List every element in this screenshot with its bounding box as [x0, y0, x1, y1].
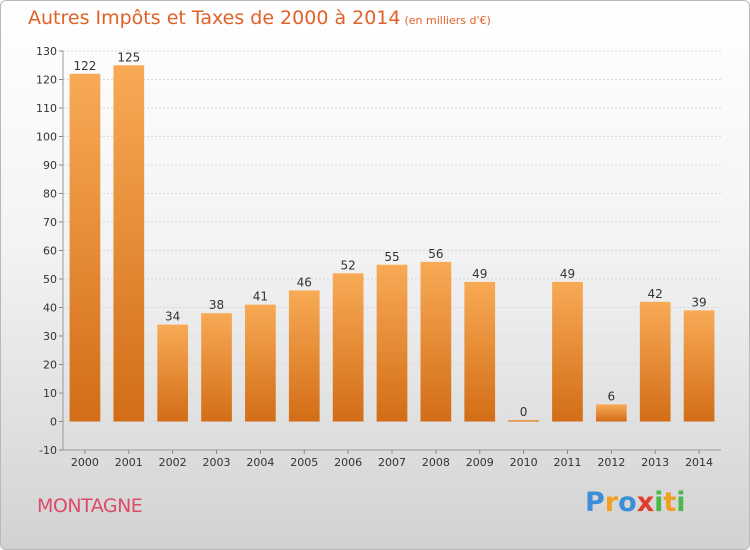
data-label: 38: [209, 298, 224, 312]
x-tick-label: 2011: [553, 456, 581, 469]
x-tick-label: 2013: [641, 456, 669, 469]
x-tick-label: 2014: [685, 456, 713, 469]
data-label: 46: [297, 275, 312, 289]
y-tick-label: 80: [43, 188, 57, 201]
y-tick-label: 90: [43, 159, 57, 172]
bar: [683, 310, 715, 422]
logo-letter: P: [585, 487, 605, 518]
chart-title: Autres Impôts et Taxes de 2000 à 2014 (en…: [28, 7, 491, 29]
data-label: 55: [384, 250, 399, 264]
y-tick-label: 130: [36, 45, 57, 58]
bar: [288, 290, 320, 422]
x-tick-label: 2008: [422, 456, 450, 469]
logo-letter: o: [618, 487, 637, 518]
bars: [69, 65, 715, 422]
bar: [69, 73, 101, 422]
data-label: 125: [117, 50, 140, 64]
y-tick-label: 50: [43, 273, 57, 286]
unit-label: (en milliers d'€): [404, 14, 491, 27]
logo-letter: t: [663, 487, 677, 518]
bar: [376, 264, 408, 422]
x-axis: 2000 2001 2002 2003 2004 2005 2006 2007 2008 2009…: [71, 450, 713, 469]
data-label: 56: [428, 247, 443, 261]
data-label: 122: [73, 59, 96, 73]
x-tick-label: 2006: [334, 456, 362, 469]
bar: [245, 304, 276, 422]
x-tick-label: 2005: [290, 456, 318, 469]
y-tick-label: 30: [43, 330, 57, 343]
x-tick-label: 2009: [466, 456, 494, 469]
y-tick-label: 10: [43, 387, 57, 400]
logo-letter: x: [636, 487, 655, 518]
y-tick-label: 110: [36, 102, 57, 115]
data-label: 6: [608, 389, 616, 403]
logo-letter: i: [676, 487, 686, 518]
y-tick-label: 60: [43, 245, 57, 258]
x-tick-label: 2002: [159, 456, 187, 469]
bar: [157, 324, 189, 422]
logo-letter: i: [654, 487, 664, 518]
y-tick-label: 120: [36, 74, 57, 87]
y-tick-label: 70: [43, 216, 57, 229]
x-tick-label: 2012: [597, 456, 625, 469]
bar: [113, 65, 145, 422]
axis-lines: [62, 51, 721, 451]
bar: [639, 301, 671, 422]
commune-name: MONTAGNE: [37, 495, 143, 517]
y-tick-label: 20: [43, 359, 57, 372]
data-label: 0: [520, 405, 528, 419]
x-tick-label: 2001: [115, 456, 143, 469]
y-tick-label: 40: [43, 302, 57, 315]
x-tick-label: 2007: [378, 456, 406, 469]
data-label: 39: [691, 295, 706, 309]
data-label: 34: [165, 310, 180, 324]
data-label: 42: [648, 287, 663, 301]
bar: [201, 313, 232, 422]
bar: [508, 420, 539, 422]
y-tick-label: 100: [36, 131, 57, 144]
logo-letter: r: [604, 487, 619, 518]
data-label: 49: [472, 267, 487, 281]
bar: [595, 404, 627, 422]
bar: [464, 281, 496, 422]
data-label: 52: [340, 258, 355, 272]
bar: [420, 261, 452, 422]
x-tick-label: 2000: [71, 456, 99, 469]
title-text: Autres Impôts et Taxes de 2000 à 2014: [28, 7, 401, 29]
proxiti-logo: Proxiti: [585, 487, 686, 518]
bar: [552, 281, 583, 422]
x-tick-label: 2010: [510, 456, 538, 469]
data-labels: 122 125 34 38 41 46 52 55 56 49 0 49 6 42 39: [73, 50, 706, 419]
x-tick-label: 2003: [203, 456, 231, 469]
data-label: 41: [253, 290, 268, 304]
y-tick-label: 0: [50, 416, 57, 429]
x-tick-label: 2004: [246, 456, 274, 469]
y-tick-label: -10: [39, 444, 57, 457]
data-label: 49: [560, 267, 575, 281]
y-axis: -10 0 10 20 30 40 50 60 70 80 90 100 110 120 130: [36, 45, 63, 457]
bar: [332, 273, 364, 422]
